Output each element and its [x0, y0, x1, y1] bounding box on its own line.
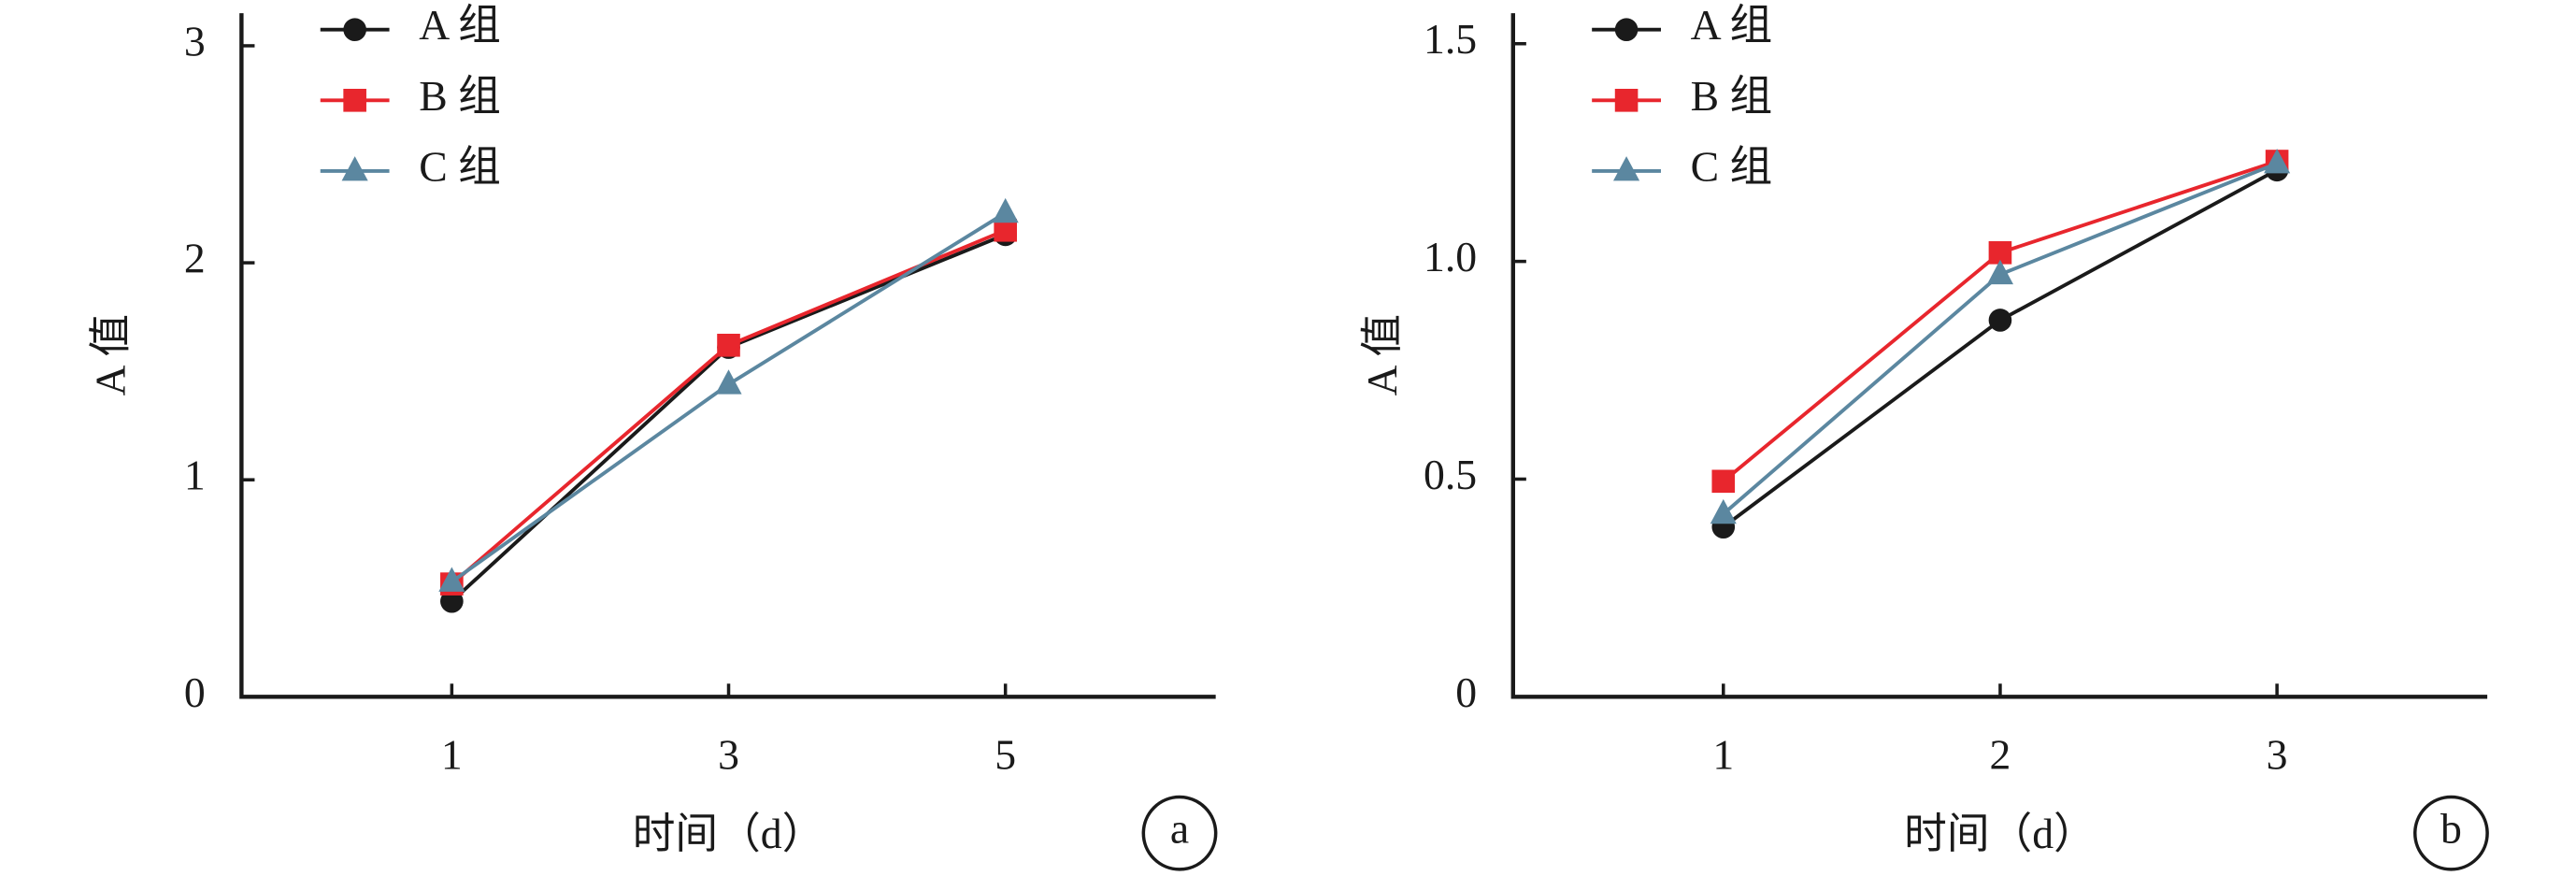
marker [343, 18, 366, 42]
marker [1613, 156, 1640, 181]
legend-label: B 组 [419, 72, 501, 120]
legend-label: A 组 [1691, 1, 1773, 49]
marker [1614, 88, 1639, 112]
series-line [451, 228, 1007, 586]
legend-label: B 组 [1691, 72, 1773, 120]
x-tick-label: 3 [2267, 731, 2288, 779]
x-tick-label: 2 [1990, 731, 2011, 779]
legend-label: C 组 [419, 142, 501, 190]
y-tick-label: 0.5 [1424, 451, 1477, 498]
marker [1614, 18, 1639, 42]
marker [2264, 149, 2291, 174]
marker [438, 567, 465, 592]
y-tick-label: 1 [184, 452, 206, 499]
y-tick-label: 2 [184, 235, 206, 282]
series-line [451, 233, 1007, 603]
marker [343, 88, 366, 112]
axes [1510, 13, 2488, 699]
panel-circle [2412, 795, 2489, 871]
panel-label: b [2440, 805, 2462, 853]
marker [440, 589, 464, 613]
marker [1986, 259, 2014, 285]
y-axis-label: A 值 [87, 314, 135, 396]
y-tick-label: 0 [1455, 668, 1477, 716]
marker [341, 156, 368, 181]
series-line [1722, 168, 2279, 529]
y-tick-label: 1.0 [1424, 233, 1477, 280]
y-tick-label: 0 [184, 668, 206, 716]
marker [717, 333, 740, 357]
marker [1710, 498, 1737, 524]
marker [1988, 309, 2012, 332]
x-axis-label: 时间（d） [1904, 810, 2097, 857]
y-axis-label: A 值 [1358, 314, 1406, 396]
y-tick-label: 1.5 [1424, 15, 1477, 63]
x-tick-label: 1 [441, 731, 463, 779]
x-axis-label: 时间（d） [633, 810, 825, 857]
x-tick-label: 3 [718, 731, 739, 779]
x-tick-label: 1 [1712, 731, 1734, 779]
legend-label: C 组 [1691, 142, 1773, 190]
y-tick-label: 3 [184, 17, 206, 65]
marker [715, 369, 742, 395]
panel-circle [1141, 795, 1218, 871]
marker [1711, 469, 1736, 494]
x-tick-label: 5 [995, 731, 1016, 779]
legend-label: A 组 [419, 1, 501, 49]
panel-label: a [1170, 805, 1189, 853]
marker [992, 197, 1019, 223]
